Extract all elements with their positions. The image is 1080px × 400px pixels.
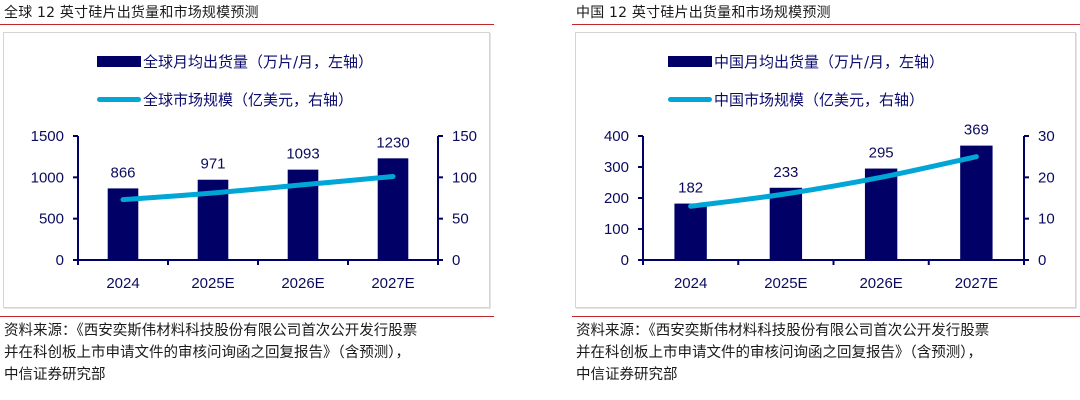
market-size-line <box>120 174 396 203</box>
bar <box>377 158 409 260</box>
legend-bar-swatch <box>668 56 712 67</box>
source-line: 资料来源：《西安奕斯伟材料科技股份有限公司首次公开发行股票 <box>4 323 418 339</box>
data-label: 182 <box>678 180 703 197</box>
x-tick-label: 2027E <box>371 275 414 292</box>
x-tick-label: 2025E <box>764 275 807 292</box>
y-tick-label-right: 0 <box>1038 252 1046 269</box>
legend-item-line: 中国市场规模（亿美元，右轴） <box>668 89 924 110</box>
x-tick-label: 2027E <box>955 275 998 292</box>
legend-label: 中国月均出货量（万片/月，左轴） <box>714 53 945 71</box>
data-label: 369 <box>964 122 989 139</box>
data-label: 1230 <box>376 134 409 151</box>
legend-label: 中国市场规模（亿美元，右轴） <box>714 91 925 109</box>
legend-line-swatch <box>668 97 712 102</box>
data-label: 1093 <box>286 146 319 163</box>
y-tick-label-left: 0 <box>621 252 629 269</box>
y-tick-label-right: 10 <box>1038 211 1055 228</box>
y-tick-label-right: 100 <box>452 169 477 186</box>
data-label: 295 <box>869 145 894 162</box>
y-tick-label-right: 0 <box>452 252 460 269</box>
y-tick-label-left: 0 <box>56 252 64 269</box>
panel-global: 全球 12 英寸硅片出货量和市场规模预测 全球月均出货量（万片/月，左轴） 全球… <box>0 0 494 400</box>
legend-item-bar: 全球月均出货量（万片/月，左轴） <box>97 51 373 72</box>
source-line: 中信证券研究部 <box>4 367 106 383</box>
chart-title: 全球 12 英寸硅片出货量和市场规模预测 <box>4 5 259 21</box>
y-tick-label-left: 400 <box>604 128 629 145</box>
x-tick-label: 2024 <box>674 275 707 292</box>
source-divider <box>572 316 1080 317</box>
y-tick-label-right: 30 <box>1038 128 1055 145</box>
y-tick-label-left: 100 <box>604 221 629 238</box>
market-size-line <box>688 154 979 209</box>
legend-line-swatch <box>97 97 141 102</box>
y-tick-label-left: 1500 <box>31 128 64 145</box>
bar <box>960 145 993 260</box>
source-note: 资料来源：《西安奕斯伟材料科技股份有限公司首次公开发行股票 并在科创板上市申请文… <box>4 320 494 386</box>
panel-china: 中国 12 英寸硅片出货量和市场规模预测 中国月均出货量（万片/月，左轴） 中国… <box>572 0 1080 400</box>
x-tick-label: 2024 <box>106 275 139 292</box>
chart-frame: 中国月均出货量（万片/月，左轴） 中国市场规模（亿美元，右轴） 182 233 29… <box>575 32 1076 308</box>
legend-item-bar: 中国月均出货量（万片/月，左轴） <box>668 51 944 72</box>
title-divider <box>572 24 1080 25</box>
data-label: 233 <box>773 164 798 181</box>
data-label: 971 <box>200 156 225 173</box>
title-divider <box>0 24 494 25</box>
chart-title: 中国 12 英寸硅片出货量和市场规模预测 <box>576 5 831 21</box>
y-tick-label-left: 1000 <box>31 169 64 186</box>
y-tick-label-right: 50 <box>452 211 469 228</box>
source-note: 资料来源：《西安奕斯伟材料科技股份有限公司首次公开发行股票 并在科创板上市申请文… <box>576 320 1066 386</box>
bar <box>864 168 898 260</box>
source-line: 资料来源：《西安奕斯伟材料科技股份有限公司首次公开发行股票 <box>576 323 990 339</box>
x-tick-label: 2025E <box>191 275 234 292</box>
legend-label: 全球月均出货量（万片/月，左轴） <box>143 53 374 71</box>
x-tick-label: 2026E <box>281 275 324 292</box>
y-tick-label-left: 500 <box>39 211 64 228</box>
legend-label: 全球市场规模（亿美元，右轴） <box>143 91 354 109</box>
source-line: 并在科创板上市申请文件的审核问询函之回复报告》（含预测）， <box>576 345 982 361</box>
data-label: 866 <box>110 164 135 181</box>
y-tick-label-left: 300 <box>604 159 629 176</box>
legend-item-line: 全球市场规模（亿美元，右轴） <box>97 89 353 110</box>
y-tick-label-right: 150 <box>452 128 477 145</box>
bar <box>674 203 707 260</box>
y-tick-label-right: 20 <box>1038 169 1055 186</box>
bar <box>769 187 803 260</box>
chart-frame: 全球月均出货量（万片/月，左轴） 全球市场规模（亿美元，右轴） 866 971 10… <box>3 32 490 308</box>
source-divider <box>0 316 494 317</box>
source-line: 并在科创板上市申请文件的审核问询函之回复报告》（含预测）， <box>4 345 410 361</box>
source-line: 中信证券研究部 <box>576 367 678 383</box>
y-tick-label-left: 200 <box>604 190 629 207</box>
legend-bar-swatch <box>97 56 141 67</box>
x-tick-label: 2026E <box>859 275 902 292</box>
